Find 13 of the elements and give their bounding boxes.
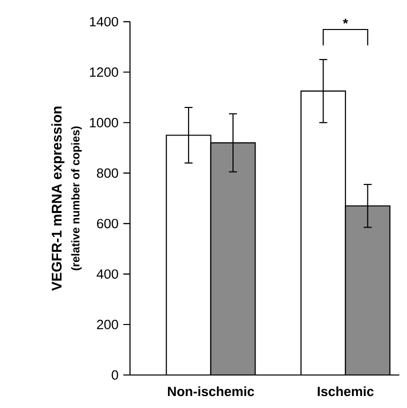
y-tick-label: 1400 xyxy=(90,16,118,26)
x-tick-label: Ischemic xyxy=(318,386,374,396)
annotation: * xyxy=(342,18,348,24)
text: (relative number of copies) xyxy=(71,126,82,270)
y-tick-label: 200 xyxy=(97,320,118,330)
y-tick-label: 1200 xyxy=(90,67,118,77)
y-tick-label: 600 xyxy=(97,218,118,228)
y-tick-label: 400 xyxy=(96,269,118,279)
y-tick-label: 0 xyxy=(112,370,118,380)
y-tick-label: 1000 xyxy=(90,118,118,128)
y-tick-label: 800 xyxy=(96,168,118,178)
x-tick-label: Non-ischemic xyxy=(168,386,254,396)
y-axis-title: VEGFR-1 mRNA expression xyxy=(51,106,64,291)
